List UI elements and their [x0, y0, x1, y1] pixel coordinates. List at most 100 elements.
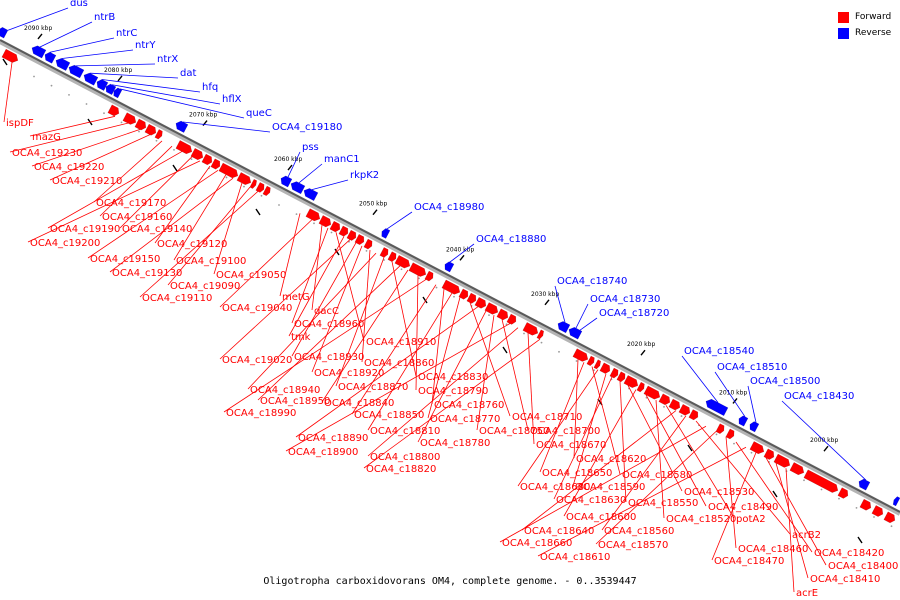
gene-label-oca4-c18800: OCA4_c18800	[370, 452, 440, 463]
leader-line	[49, 134, 151, 181]
gene-features	[0, 27, 900, 524]
gene-arrow	[636, 381, 645, 393]
leader-line	[367, 327, 519, 457]
minor-tick-dot	[225, 176, 228, 179]
gene-arrow	[738, 415, 749, 427]
tick-label: 2060 kbp	[274, 156, 302, 163]
gene-label-oca4-c18940: OCA4_c18940	[250, 385, 320, 396]
gene-arrow	[1, 48, 19, 63]
gene-label-acrb2: acrB2	[792, 530, 821, 541]
leader-line	[781, 400, 867, 481]
gene-arrow	[536, 329, 544, 340]
tick-mark	[255, 208, 261, 216]
gene-arrow	[96, 79, 109, 91]
leader-line	[619, 381, 627, 503]
gene-arrow	[83, 72, 99, 86]
reverse-swatch	[838, 27, 849, 39]
leader-line	[49, 37, 115, 53]
gene-arrow	[496, 308, 509, 321]
gene-arrow	[218, 162, 239, 179]
gene-arrow	[572, 348, 589, 362]
gene-label-oca4-c19120: OCA4_c19120	[157, 239, 227, 250]
gene-label-oca4-c18980: OCA4_c18980	[414, 202, 484, 213]
minor-tick-dot	[593, 369, 595, 372]
gene-arrow	[44, 51, 57, 64]
leader-line	[714, 371, 746, 417]
gene-label-oca4-c19050: OCA4_c19050	[216, 270, 286, 281]
gene-arrow	[175, 140, 193, 155]
leader-line	[295, 306, 479, 438]
gene-arrow	[105, 83, 117, 96]
gene-arrow	[68, 64, 85, 79]
tick-label: 2010 kbp	[719, 389, 747, 396]
gene-arrow	[190, 147, 204, 161]
leader-line	[386, 211, 413, 230]
leader-line	[655, 400, 665, 519]
leader-line	[627, 385, 683, 492]
leader-line	[139, 191, 259, 298]
leader-line	[31, 129, 141, 167]
minor-tick-dot	[243, 185, 245, 188]
leader-line	[681, 355, 719, 403]
minor-tick-dot	[85, 103, 88, 105]
minor-tick-dot	[715, 433, 718, 436]
leader-line	[219, 219, 313, 308]
leader-line	[575, 303, 589, 329]
gene-label-oca4-c18510: OCA4_c18510	[717, 362, 787, 373]
leader-line	[167, 186, 251, 286]
minor-tick-dot	[803, 479, 805, 482]
leader-line	[539, 362, 585, 473]
gene-label-oca4-c18500: OCA4_c18500	[750, 376, 820, 387]
gene-arrow	[387, 251, 397, 262]
tick-label: 2070 kbp	[189, 112, 217, 119]
gene-arrow	[458, 288, 469, 300]
leader-line	[517, 369, 599, 487]
minor-tick-dot	[540, 341, 543, 344]
gene-arrow	[466, 292, 477, 304]
leader-line	[363, 338, 541, 469]
gene-label-oca4-c18820: OCA4_c18820	[366, 464, 436, 475]
minor-tick-dot	[890, 525, 893, 528]
leader-line	[182, 121, 271, 133]
gene-arrow	[31, 45, 47, 59]
leader-line	[665, 405, 735, 519]
gene-label-oca4-c18910: OCA4_c18910	[366, 337, 436, 348]
gene-arrow	[715, 423, 725, 434]
leader-line	[39, 21, 93, 48]
leader-line	[335, 257, 385, 387]
tick-mark	[640, 349, 646, 356]
gene-label-oca4-c19150: OCA4_c19150	[90, 254, 160, 265]
gene-arrow	[329, 220, 341, 233]
backbone-line	[0, 39, 900, 513]
leader-line	[431, 288, 445, 405]
gene-label-rkpk2: rkpK2	[350, 170, 379, 181]
gene-arrow	[305, 208, 321, 222]
gene-label-oca4-c18410: OCA4_c18410	[810, 574, 880, 585]
leader-line	[7, 7, 69, 31]
gene-arrow	[107, 104, 120, 117]
minor-tick-dot	[260, 194, 263, 197]
leader-line	[119, 88, 245, 119]
gene-label-oca4-c18960: OCA4_c18960	[294, 319, 364, 330]
gene-label-oca4-c18520: OCA4_c18520	[666, 514, 736, 525]
leader-line	[285, 323, 511, 452]
minor-tick-dot	[855, 506, 858, 509]
gene-label-oca4-c18870: OCA4_c18870	[338, 382, 408, 393]
gene-label-ntrx: ntrX	[157, 54, 178, 65]
minor-tick-dot	[103, 112, 105, 115]
leader-line	[367, 292, 453, 431]
gene-label-oca4-c18750: OCA4_c18750	[479, 426, 549, 437]
minor-tick-dot	[750, 451, 753, 454]
gene-label-oca4-c18610: OCA4_c18610	[540, 552, 610, 563]
gene-arrow	[484, 302, 499, 315]
leader-line	[537, 446, 747, 557]
gene-label-oca4-c18850: OCA4_c18850	[354, 410, 424, 421]
gene-label-quec: queC	[246, 108, 272, 119]
gene-arrow	[346, 229, 357, 241]
gene-label-ntry: ntrY	[135, 40, 156, 51]
gene-label-acre: acrE	[796, 588, 818, 599]
gene-label-oca4-c18700: OCA4_c18700	[530, 426, 600, 437]
minor-tick-dots	[33, 75, 893, 528]
leader-line	[223, 279, 427, 413]
leader-line	[99, 145, 173, 217]
